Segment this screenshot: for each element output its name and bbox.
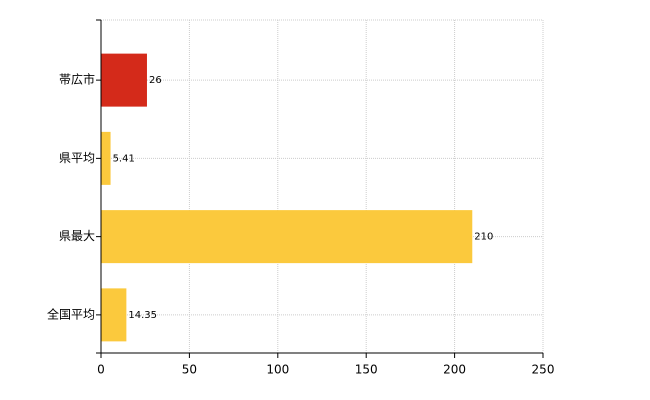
y-tick-label: 県平均 [59,151,95,165]
value-label: 210 [474,232,493,243]
y-tick-label: 全国平均 [47,306,95,321]
y-tick-label: 県最大 [59,229,95,243]
value-label: 14.35 [128,310,157,321]
bar [101,131,111,185]
bar [101,288,127,342]
x-tick-label: 150 [355,363,378,377]
value-label: 26 [149,75,162,86]
x-tick-label: 50 [182,363,197,377]
x-tick-label: 100 [266,363,289,377]
bar [101,210,473,264]
x-tick-label: 200 [443,363,466,377]
x-tick-label: 0 [97,363,105,377]
value-label: 5.41 [113,153,135,164]
bar [101,53,147,107]
x-tick-label: 250 [532,363,555,377]
y-tick-label: 帯広市 [59,72,95,87]
